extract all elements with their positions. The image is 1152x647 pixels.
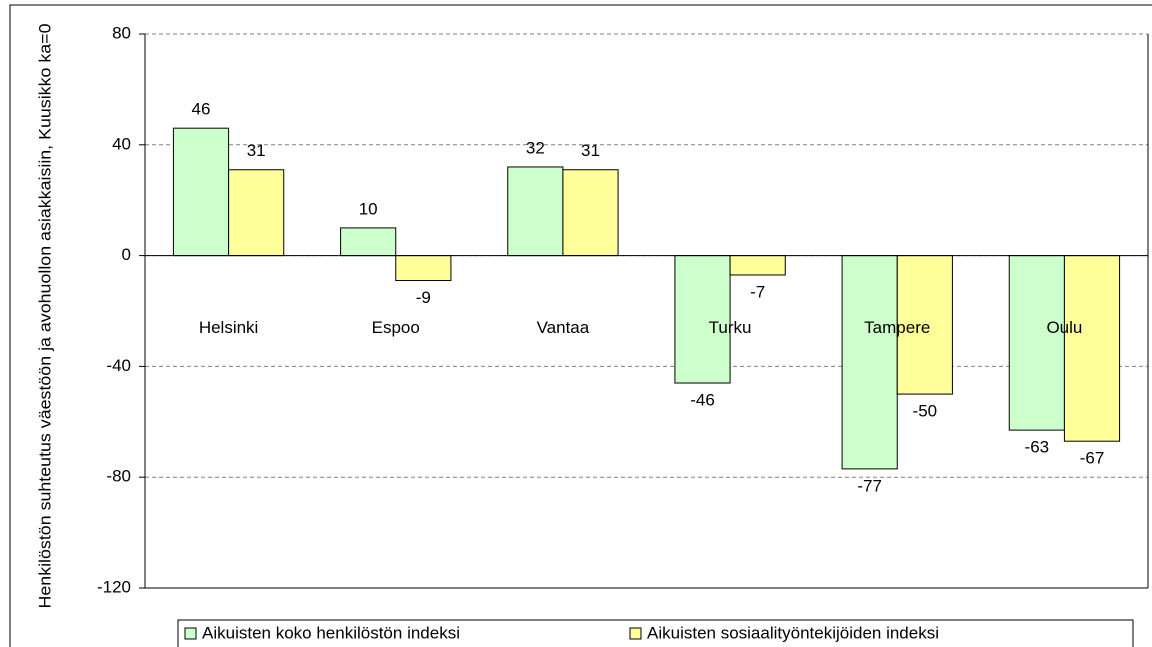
y-tick-label: -80 <box>106 467 131 486</box>
data-label: 10 <box>359 199 378 218</box>
bar <box>729 255 786 276</box>
y-axis-label: Henkilöstön suhteutus väestöön ja avohuo… <box>35 24 54 609</box>
legend: Aikuisten koko henkilöstön indeksi Aikui… <box>177 619 1134 647</box>
legend-box <box>177 619 1134 647</box>
bar <box>228 169 285 257</box>
y-tick-label: 40 <box>112 134 131 153</box>
x-tick-label: Tampere <box>864 318 930 337</box>
data-label: -46 <box>690 391 715 410</box>
bar <box>841 255 898 470</box>
y-tick-label: -120 <box>97 577 131 596</box>
x-tick-label: Espoo <box>372 318 420 337</box>
legend-label: Aikuisten koko henkilöstön indeksi <box>202 623 460 642</box>
x-tick-label: Oulu <box>1046 318 1082 337</box>
legend-label: Aikuisten sosiaalityöntekijöiden indeksi <box>647 623 939 642</box>
legend-swatch <box>629 627 642 640</box>
data-label: -67 <box>1080 449 1105 468</box>
bar <box>1063 255 1121 442</box>
data-label: -9 <box>416 288 431 307</box>
x-tick-label: Vantaa <box>537 318 590 337</box>
data-label: 31 <box>581 141 600 160</box>
y-tick-label: 80 <box>112 23 131 42</box>
x-tick-label: Helsinki <box>199 318 259 337</box>
y-tick-label: -40 <box>106 356 131 375</box>
data-label: 31 <box>247 141 266 160</box>
data-label: 32 <box>526 138 545 157</box>
bar <box>172 127 230 257</box>
bar <box>340 227 397 257</box>
bar <box>395 255 452 282</box>
data-label: -7 <box>750 282 765 301</box>
bar <box>896 255 953 395</box>
data-label: -77 <box>857 476 882 495</box>
data-label: 46 <box>192 100 211 119</box>
bar <box>562 169 619 257</box>
legend-swatch <box>184 627 197 640</box>
x-tick-label: Turku <box>709 318 752 337</box>
y-tick-label: 0 <box>122 245 131 264</box>
bar <box>507 166 564 257</box>
bar <box>1008 255 1065 431</box>
data-label: -63 <box>1025 438 1050 457</box>
data-label: -50 <box>913 402 938 421</box>
plot-area <box>145 34 1148 588</box>
bar <box>674 255 731 384</box>
